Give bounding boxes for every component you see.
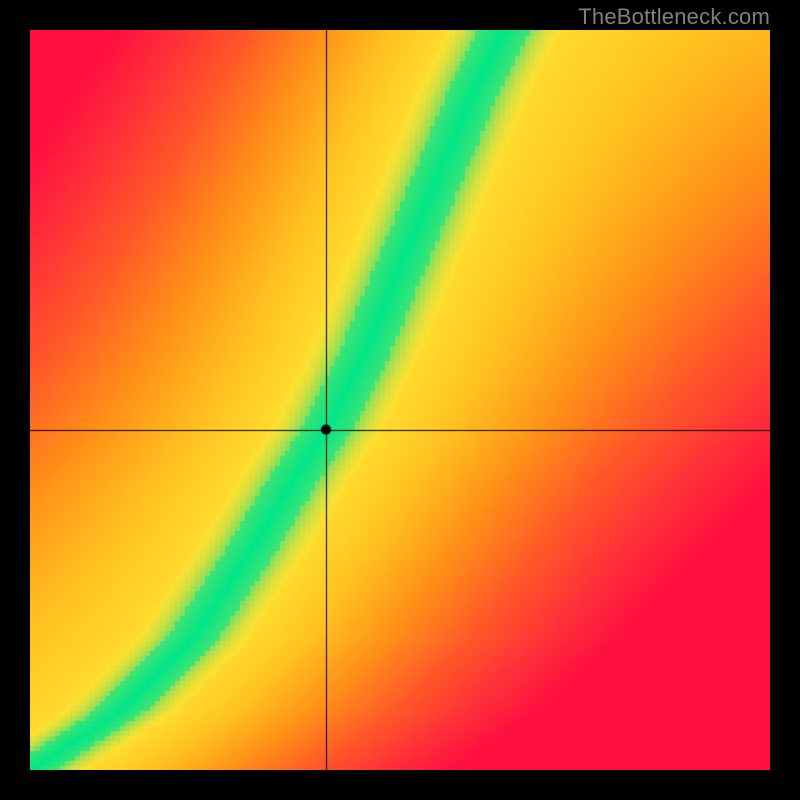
chart-container: TheBottleneck.com	[0, 0, 800, 800]
watermark-text: TheBottleneck.com	[578, 4, 770, 30]
bottleneck-heatmap	[30, 30, 770, 770]
